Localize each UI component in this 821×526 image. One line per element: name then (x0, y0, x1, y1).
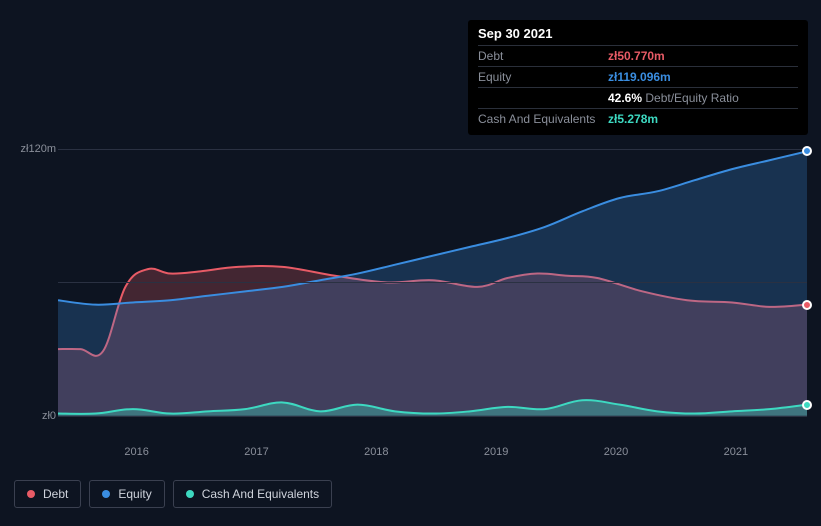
chart-svg (58, 138, 807, 438)
legend-item[interactable]: Cash And Equivalents (173, 480, 332, 508)
tooltip-row-value: zł119.096m (608, 70, 798, 84)
x-axis-tick: 2021 (724, 446, 748, 458)
tooltip-row-label: Debt (478, 49, 608, 63)
y-axis-label: zł120m (14, 143, 56, 155)
x-axis-tick: 2019 (484, 446, 508, 458)
tooltip-row-label: Equity (478, 70, 608, 84)
tooltip-row-value: 42.6% Debt/Equity Ratio (608, 91, 798, 105)
legend-dot-icon (27, 490, 35, 498)
tooltip-row-value: zł5.278m (608, 112, 798, 126)
y-axis-label: zł0 (14, 410, 56, 422)
tooltip-row: Cash And Equivalentszł5.278m (478, 108, 798, 129)
x-axis-tick: 2020 (604, 446, 628, 458)
series-marker (802, 146, 812, 156)
chart-plot-area[interactable] (58, 138, 807, 438)
x-axis-tick: 2017 (244, 446, 268, 458)
grid-line (58, 149, 807, 150)
tooltip-row: 42.6% Debt/Equity Ratio (478, 87, 798, 108)
legend-label: Equity (118, 487, 151, 501)
series-marker (802, 400, 812, 410)
tooltip-row-label: Cash And Equivalents (478, 112, 608, 126)
x-axis-tick: 2016 (124, 446, 148, 458)
legend-label: Debt (43, 487, 68, 501)
tooltip-date: Sep 30 2021 (478, 26, 798, 45)
legend: Debt Equity Cash And Equivalents (14, 480, 332, 508)
legend-item[interactable]: Debt (14, 480, 81, 508)
tooltip-row: Equityzł119.096m (478, 66, 798, 87)
legend-dot-icon (186, 490, 194, 498)
tooltip-row-value: zł50.770m (608, 49, 798, 63)
legend-label: Cash And Equivalents (202, 487, 319, 501)
x-axis-tick: 2018 (364, 446, 388, 458)
legend-item[interactable]: Equity (89, 480, 164, 508)
grid-line (58, 416, 807, 417)
tooltip-row-label (478, 91, 608, 105)
grid-line (58, 282, 807, 283)
tooltip-panel: Sep 30 2021 Debtzł50.770mEquityzł119.096… (468, 20, 808, 135)
tooltip-row: Debtzł50.770m (478, 45, 798, 66)
legend-dot-icon (102, 490, 110, 498)
x-axis: 2016 2017 2018 2019 2020 2021 (58, 446, 807, 466)
chart-container: zł120m zł0 2016 2017 2018 2019 2020 2021 (14, 118, 807, 508)
series-marker (802, 300, 812, 310)
